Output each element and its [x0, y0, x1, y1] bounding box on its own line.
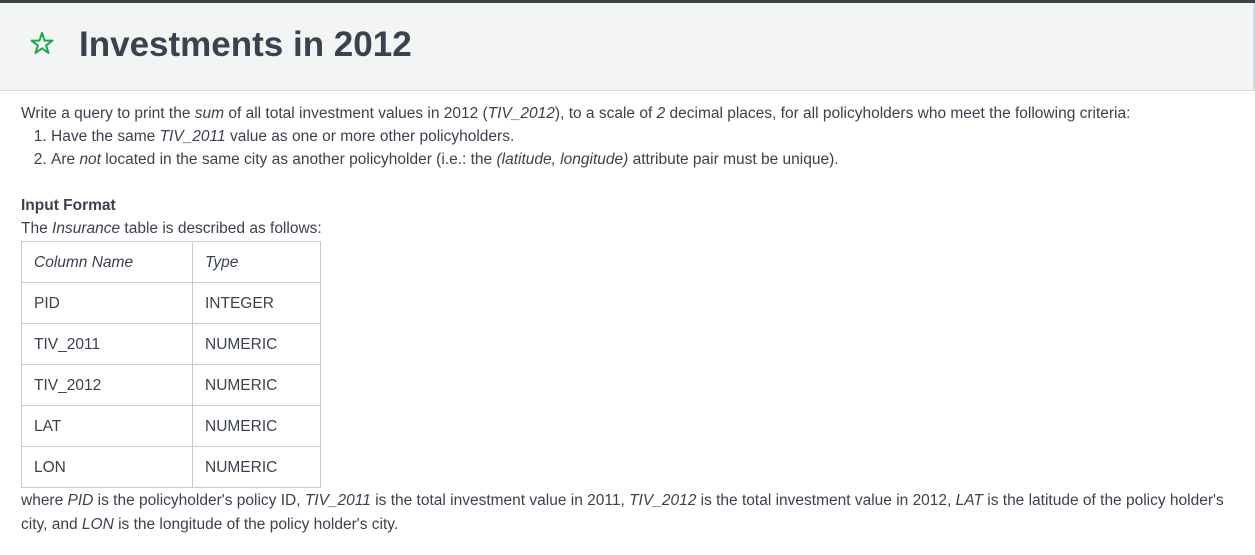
criteria-text: located in the same city as another poli…	[101, 151, 497, 168]
criteria-text: value as one or more other policyholders…	[225, 128, 515, 145]
table-name: Insurance	[52, 220, 121, 237]
input-format-desc: The Insurance table is described as foll…	[21, 217, 1253, 240]
desc-text: where	[21, 492, 68, 509]
desc-text: is the longitude of the policy holder's …	[113, 516, 399, 533]
criteria-emphasis: TIV_2011	[159, 128, 226, 145]
table-row: LON NUMERIC	[21, 446, 321, 488]
column-ref: TIV_2012	[629, 492, 697, 509]
criteria-emphasis: not	[79, 151, 101, 168]
intro-text: Write a query to print the sum of all to…	[21, 102, 1253, 125]
input-format-heading: Input Format	[21, 197, 116, 214]
cell-type: NUMERIC	[192, 364, 321, 406]
desc-text: is the policyholder's policy ID,	[93, 492, 305, 509]
schema-table: Column Name Type PID INTEGER TIV_2011 NU…	[21, 241, 321, 488]
intro-text-part: decimal places, for all policyholders wh…	[665, 105, 1131, 122]
cell-type: INTEGER	[192, 282, 321, 324]
table-row: TIV_2012 NUMERIC	[21, 364, 321, 406]
column-ref: PID	[67, 492, 94, 509]
criteria-item: Are not located in the same city as anot…	[51, 148, 1253, 171]
problem-statement: Write a query to print the sum of all to…	[21, 102, 1253, 537]
cell-type: NUMERIC	[192, 446, 321, 488]
table-row: LAT NUMERIC	[21, 405, 321, 447]
column-ref: LON	[81, 516, 114, 533]
intro-emphasis: 2	[656, 105, 666, 122]
cell-column-name: TIV_2011	[21, 323, 193, 365]
column-ref: LAT	[955, 492, 983, 509]
desc-text: The	[21, 220, 53, 237]
criteria-item: Have the same TIV_2011 value as one or m…	[51, 125, 1253, 148]
cell-column-name: PID	[21, 282, 193, 324]
cell-column-name: TIV_2012	[21, 364, 193, 406]
intro-emphasis: sum	[194, 105, 225, 122]
criteria-list: Have the same TIV_2011 value as one or m…	[21, 125, 1253, 171]
intro-emphasis: TIV_2012	[487, 105, 555, 122]
intro-text-part: Write a query to print the	[21, 105, 195, 122]
column-header-name: Column Name	[21, 241, 193, 283]
cell-column-name: LAT	[21, 405, 193, 447]
desc-text: is the total investment value in 2012,	[696, 492, 956, 509]
page-title: Investments in 2012	[79, 25, 412, 64]
table-row: TIV_2011 NUMERIC	[21, 323, 321, 365]
column-ref: TIV_2011	[304, 492, 371, 509]
cell-type: NUMERIC	[192, 405, 321, 447]
top-border	[0, 0, 1255, 3]
table-row: PID INTEGER	[21, 282, 321, 324]
star-icon[interactable]	[28, 30, 56, 58]
challenge-header: Investments in 2012	[0, 3, 1255, 91]
column-description: where PID is the policyholder's policy I…	[21, 489, 1253, 537]
desc-text: is the total investment value in 2011,	[370, 492, 630, 509]
criteria-text: Have the same	[51, 128, 160, 145]
intro-text-part: of all total investment values in 2012 (	[224, 105, 488, 122]
desc-text: is the latitude of the policy holder's c…	[21, 492, 1224, 533]
criteria-emphasis: (latitude, longitude)	[496, 151, 629, 168]
intro-text-part: ), to a scale of	[554, 105, 657, 122]
table-header-row: Column Name Type	[21, 241, 321, 283]
desc-text: table is described as follows:	[120, 220, 322, 237]
cell-column-name: LON	[21, 446, 193, 488]
criteria-text: Are	[51, 151, 80, 168]
criteria-text: attribute pair must be unique).	[628, 151, 839, 168]
cell-type: NUMERIC	[192, 323, 321, 365]
column-header-type: Type	[192, 241, 321, 283]
